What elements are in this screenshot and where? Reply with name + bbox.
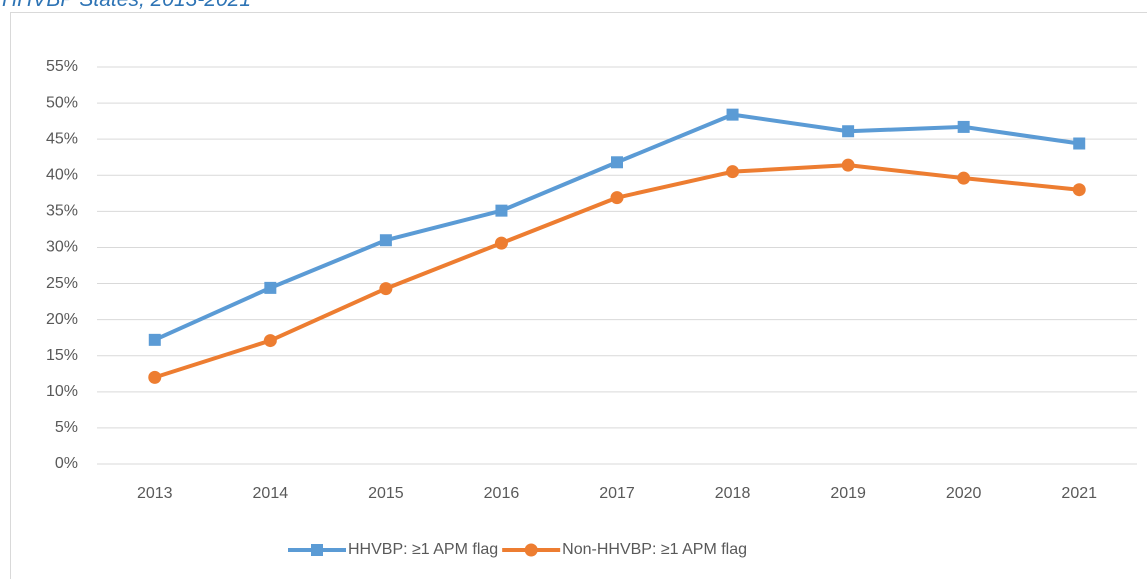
x-tick-label: 2020 <box>946 485 982 502</box>
y-tick-label: 0% <box>55 455 78 472</box>
y-tick-label: 40% <box>46 166 78 183</box>
marker <box>148 370 162 384</box>
marker <box>842 125 855 138</box>
legend-label: Non-HHVBP: ≥1 APM flag <box>562 541 747 558</box>
marker <box>148 333 161 346</box>
y-tick-label: 25% <box>46 275 78 292</box>
x-tick-label: 2015 <box>368 485 404 502</box>
x-tick-label: 2021 <box>1061 485 1097 502</box>
legend-marker <box>524 543 538 557</box>
marker <box>1072 183 1086 197</box>
legend-label: HHVBP: ≥1 APM flag <box>348 541 498 558</box>
marker <box>611 156 623 169</box>
marker <box>263 334 277 348</box>
y-tick-label: 5% <box>55 419 78 436</box>
x-tick-label: 2014 <box>253 485 289 502</box>
y-tick-label: 35% <box>46 203 78 220</box>
x-tick-label: 2019 <box>830 485 866 502</box>
y-tick-label: 20% <box>46 311 78 328</box>
marker <box>957 120 970 133</box>
marker <box>379 282 393 296</box>
legend-marker <box>311 544 323 556</box>
marker <box>1073 137 1086 150</box>
x-tick-label: 2017 <box>599 485 635 502</box>
marker <box>494 236 508 250</box>
y-tick-label: 55% <box>46 58 78 75</box>
marker <box>726 165 740 179</box>
chart-title: HHVBP States, 2013-2021 <box>2 0 251 11</box>
y-tick-label: 10% <box>46 383 78 400</box>
marker <box>841 158 855 172</box>
marker <box>264 281 277 294</box>
y-tick-label: 50% <box>46 94 78 111</box>
marker <box>726 108 739 121</box>
marker <box>610 191 624 205</box>
x-tick-label: 2013 <box>137 485 173 502</box>
y-tick-label: 30% <box>46 239 78 256</box>
marker <box>379 234 392 247</box>
marker <box>957 171 971 185</box>
x-tick-label: 2016 <box>484 485 520 502</box>
x-tick-label: 2018 <box>715 485 751 502</box>
series-line <box>153 112 1080 342</box>
y-tick-label: 15% <box>46 347 78 364</box>
marker <box>495 204 508 217</box>
y-tick-label: 45% <box>46 130 78 147</box>
chart-frame <box>10 12 1147 579</box>
